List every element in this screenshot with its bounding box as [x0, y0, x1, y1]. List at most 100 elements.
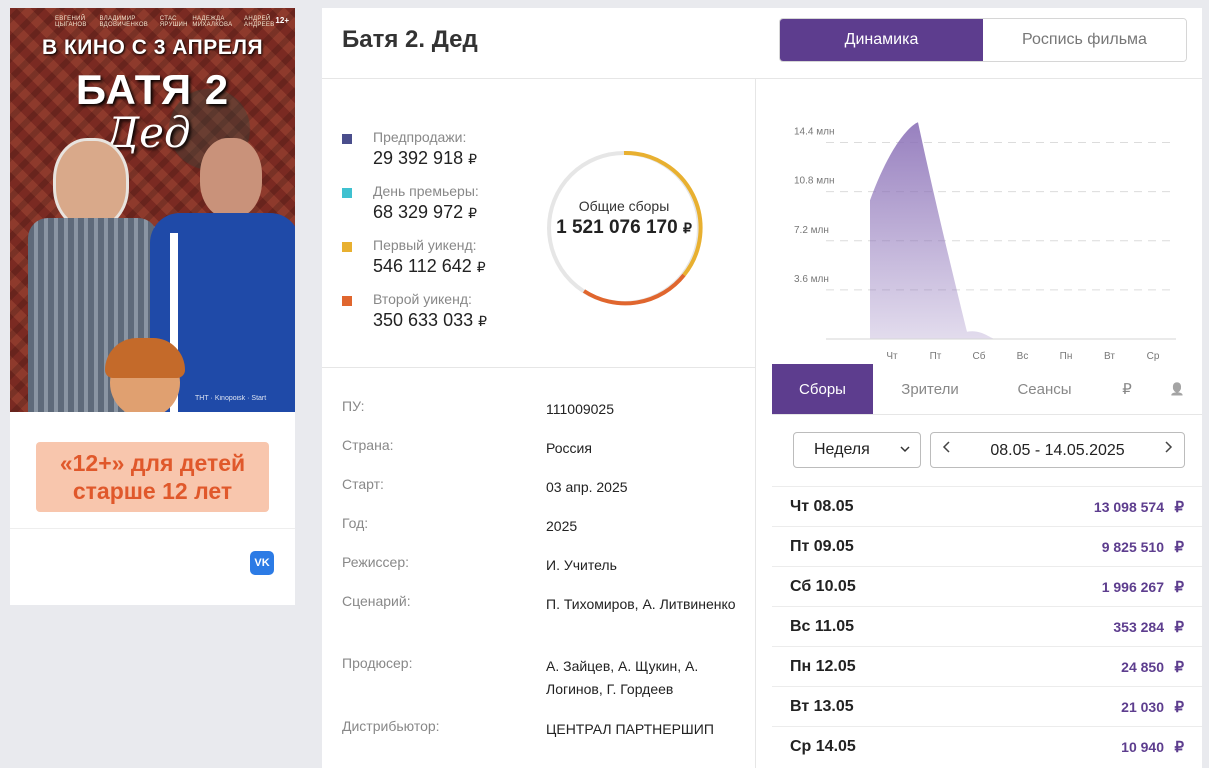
day-label: Сб 10.05 [790, 578, 856, 595]
divider [322, 367, 755, 368]
poster-cast: ЕВГЕНИЙ ЦЫГАНОВ ВЛАДИМИР ВДОВИЧЕНКОВ СТА… [55, 16, 285, 28]
info-key: Сценарий: [342, 593, 411, 609]
film-panel: Батя 2. Дед Динамика Роспись фильма Пред… [322, 8, 1202, 768]
legend-item-first-weekend: Первый уикенд: 546 112 642 ₽ [342, 236, 487, 290]
chart-x-tick-label: Пн [1060, 351, 1073, 362]
legend-color-premiere [342, 188, 352, 198]
total-value: 1 521 076 170 ₽ [556, 217, 692, 238]
poster-card: ЕВГЕНИЙ ЦЫГАНОВ ВЛАДИМИР ВДОВИЧЕНКОВ СТА… [10, 8, 295, 605]
legend-item-second-weekend: Второй уикенд: 350 633 033 ₽ [342, 290, 487, 344]
day-label: Пн 12.05 [790, 658, 856, 675]
legend-value: 29 392 918 ₽ [373, 148, 478, 168]
list-item: Ср 14.05 10 940 ₽ [772, 726, 1202, 767]
date-range-text: 08.05 - 14.05.2025 [990, 442, 1125, 459]
currency: ₽ [1174, 539, 1184, 556]
chevron-right-icon[interactable] [1158, 440, 1178, 459]
chart-x-tick-label: Сб [973, 350, 986, 362]
day-amount: 10 940 [1121, 739, 1164, 755]
legend-value: 68 329 972 ₽ [373, 202, 478, 222]
info-value: 2025 [546, 518, 578, 534]
period-select[interactable]: Неделя [793, 432, 921, 468]
legend-item-presales: Предпродажи: 29 392 918 ₽ [342, 128, 487, 182]
day-amount: 1 996 267 [1101, 579, 1164, 595]
list-item: Пт 09.05 9 825 510 ₽ [772, 526, 1202, 567]
chart-y-tick-label: 3.6 млн [794, 274, 829, 285]
chart-x-tick-label: Ср [1147, 351, 1160, 362]
data-tabs: Сборы Зрители Сеансы ₽ 👤 [772, 364, 1202, 415]
tab-viewers[interactable]: Зрители [901, 380, 959, 398]
chart-y-tick-label: 7.2 млн [794, 225, 829, 236]
tab-revenue[interactable]: Сборы [772, 364, 873, 414]
cast-name: ВЛАДИМИР ВДОВИЧЕНКОВ [99, 16, 149, 28]
day-amount: 353 284 [1113, 619, 1164, 635]
day-label: Ср 14.05 [790, 738, 856, 755]
chevron-down-icon [900, 443, 910, 457]
chevron-left-icon[interactable] [937, 440, 957, 459]
day-label: Чт 08.05 [790, 498, 854, 515]
info-key: Дистрибьютор: [342, 718, 440, 734]
currency: ₽ [1174, 699, 1184, 716]
cast-name: НАДЕЖДА МИХАЛКОВА [192, 16, 233, 28]
ruble-icon[interactable]: ₽ [1122, 381, 1132, 398]
chart-x-tick-label: Пт [930, 351, 942, 362]
day-label: Пт 09.05 [790, 538, 854, 555]
legend-label: Предпродажи: [373, 129, 467, 145]
info-value: 111009025 [546, 401, 614, 417]
legend-label: День премьеры: [373, 183, 479, 199]
day-amount: 24 850 [1121, 659, 1164, 675]
poster-subtitle: Дед [105, 108, 191, 157]
legend-item-premiere: День премьеры: 68 329 972 ₽ [342, 182, 487, 236]
info-key: Режиссер: [342, 554, 409, 570]
view-tabs: Динамика Роспись фильма [779, 18, 1187, 62]
divider [10, 528, 295, 529]
legend-color-first-weekend [342, 242, 352, 252]
list-item: Сб 10.05 1 996 267 ₽ [772, 566, 1202, 607]
cast-name: АНДРЕЙ АНДРЕЕВ [244, 16, 275, 28]
box-office-legend: Предпродажи: 29 392 918 ₽ День премьеры:… [342, 128, 487, 344]
chart-x-tick-label: Вт [1104, 351, 1115, 362]
tab-schedule[interactable]: Роспись фильма [983, 19, 1186, 61]
chart-x-tick-label: Вс [1017, 351, 1029, 362]
age-restriction-badge: «12+» для детей старше 12 лет [36, 442, 269, 512]
poster-title: БАТЯ 2 [75, 66, 230, 113]
list-item: Вт 13.05 21 030 ₽ [772, 686, 1202, 727]
info-key: Страна: [342, 437, 394, 453]
day-label: Вс 11.05 [790, 618, 855, 635]
poster-actor-boy [105, 338, 185, 412]
total-donut-chart [547, 150, 703, 306]
chart-y-tick-label: 14.4 млн [794, 127, 834, 138]
list-item: Пн 12.05 24 850 ₽ [772, 646, 1202, 687]
cast-name: ЕВГЕНИЙ ЦЫГАНОВ [55, 16, 87, 28]
total-box-office: Общие сборы 1 521 076 170 ₽ [544, 198, 704, 239]
currency: ₽ [1174, 579, 1184, 596]
movie-poster[interactable]: ЕВГЕНИЙ ЦЫГАНОВ ВЛАДИМИР ВДОВИЧЕНКОВ СТА… [10, 8, 295, 412]
info-value: ЦЕНТРАЛ ПАРТНЕРШИП [546, 721, 714, 737]
tab-dynamics[interactable]: Динамика [780, 19, 983, 61]
info-value: И. Учитель [546, 557, 617, 573]
period-select-value: Неделя [814, 441, 870, 458]
legend-label: Второй уикенд: [373, 291, 472, 307]
tab-sessions[interactable]: Сеансы [1017, 380, 1072, 398]
legend-color-presales [342, 134, 352, 144]
info-value: П. Тихомиров, А. Литвиненко [546, 596, 736, 612]
chart-y-tick-label: 10.8 млн [794, 176, 834, 187]
currency: ₽ [1174, 659, 1184, 676]
poster-release-date: В КИНО С 3 АПРЕЛЯ [41, 36, 264, 59]
currency: ₽ [1174, 499, 1184, 516]
legend-label: Первый уикенд: [373, 237, 477, 253]
info-key: Год: [342, 515, 369, 531]
day-amount: 13 098 574 [1093, 499, 1164, 515]
info-value: 03 апр. 2025 [546, 479, 628, 495]
legend-value: 546 112 642 ₽ [373, 256, 486, 276]
currency: ₽ [1174, 739, 1184, 756]
info-key: Старт: [342, 476, 384, 492]
cast-name: СТАС ЯРУШИН [159, 16, 188, 28]
person-icon[interactable]: 👤 [1169, 382, 1185, 396]
total-label: Общие сборы [578, 198, 670, 214]
vk-share-icon[interactable]: VK [250, 551, 274, 575]
legend-color-second-weekend [342, 296, 352, 306]
day-label: Вт 13.05 [790, 698, 854, 715]
info-key: ПУ: [342, 398, 365, 414]
chart-area-series [870, 122, 996, 339]
legend-value: 350 633 033 ₽ [373, 310, 488, 330]
